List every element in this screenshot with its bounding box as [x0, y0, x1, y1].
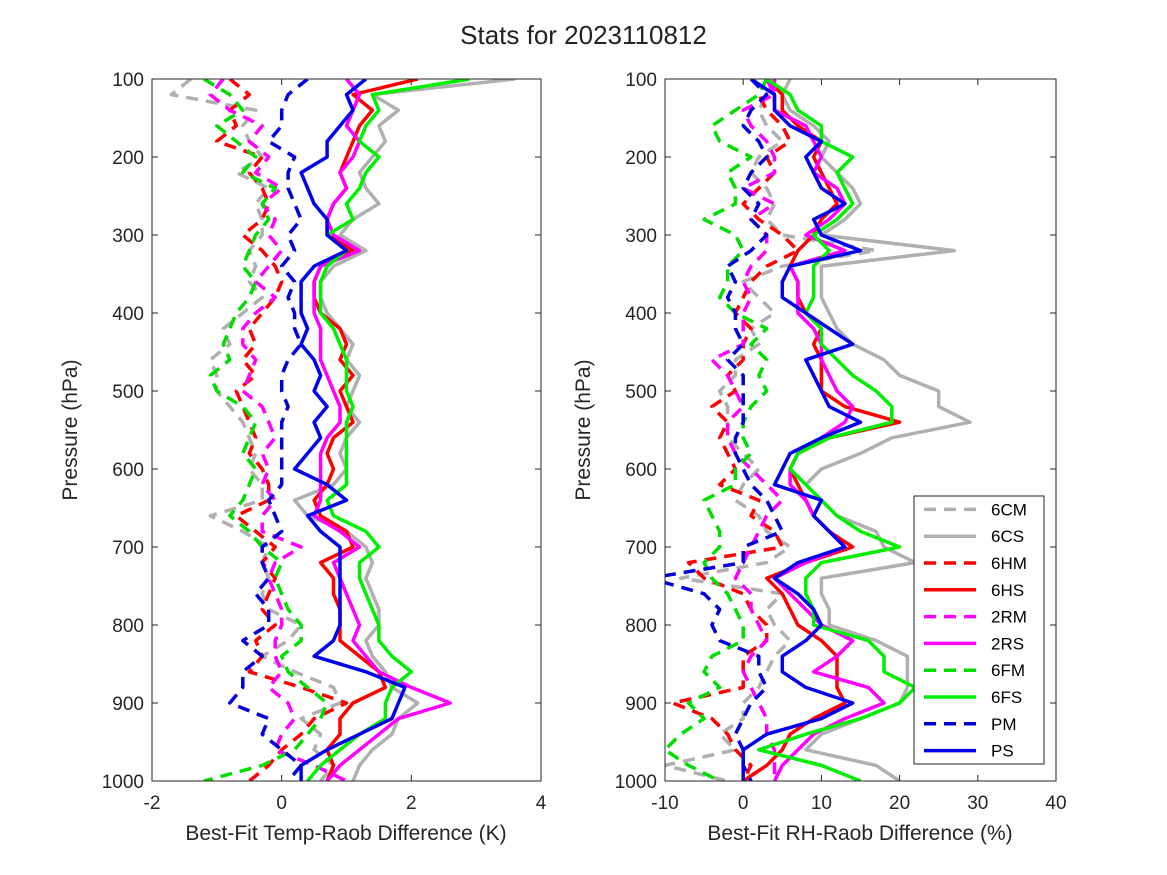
right-y-tick-label: 600: [625, 460, 657, 481]
right-x-tick-label: 20: [889, 793, 910, 814]
left-series-group: [169, 79, 516, 781]
left-series-6fs: [306, 79, 470, 781]
right-y-tick-label: 700: [625, 538, 657, 559]
right-y-axis-label: Pressure (hPa): [572, 359, 595, 500]
right-series-pm: [665, 79, 785, 781]
left-x-tick-label: 2: [406, 793, 417, 814]
legend-label-6fm: 6FM: [991, 661, 1025, 680]
left-y-tick-label: 700: [112, 538, 144, 559]
legend-label-2rm: 2RM: [991, 608, 1027, 627]
left-x-axis-label: Best-Fit Temp-Raob Difference (K): [185, 822, 506, 845]
right-series-ps: [741, 79, 863, 781]
left-y-tick-label: 500: [112, 382, 144, 403]
right-series-6fs: [757, 79, 917, 781]
right-series-2rm: [710, 79, 785, 781]
left-series-6fm: [202, 79, 329, 781]
rh-difference-chart: Pressure (hPa) Best-Fit RH-Raob Differen…: [572, 70, 1067, 845]
legend-label-6fs: 6FS: [991, 688, 1022, 707]
left-y-tick-label: 900: [112, 694, 144, 715]
left-series-2rm: [208, 79, 348, 781]
page-title: Stats for 2023110812: [460, 20, 707, 50]
left-y-tick-label: 200: [112, 148, 144, 169]
right-x-tick-label: -10: [651, 793, 678, 814]
left-y-tick-label: 400: [112, 304, 144, 325]
legend-label-pm: PM: [991, 715, 1017, 734]
right-x-tick-label: 30: [967, 793, 988, 814]
right-y-tick-label: 1000: [615, 772, 657, 793]
left-y-tick-label: 300: [112, 226, 144, 247]
legend-label-6hm: 6HM: [991, 554, 1027, 573]
legend-label-6cm: 6CM: [991, 500, 1027, 519]
left-y-tick-label: 100: [112, 70, 144, 91]
right-y-tick-label: 400: [625, 304, 657, 325]
left-y-tick-label: 1000: [102, 772, 144, 793]
legend-label-ps: PS: [991, 742, 1014, 761]
temp-difference-chart: Pressure (hPa) Best-Fit Temp-Raob Differ…: [59, 70, 547, 845]
right-series-2rs: [765, 79, 886, 781]
left-x-tick-label: -2: [144, 793, 161, 814]
left-series-pm: [228, 79, 309, 781]
legend-label-2rs: 2RS: [991, 634, 1024, 653]
right-y-tick-label: 300: [625, 226, 657, 247]
legend: 6CM 6CS 6HM 6HS 2RM 2RS 6FM 6FS PM PS: [913, 495, 1045, 765]
left-series-6cm: [169, 79, 342, 781]
right-y-tick-label: 100: [625, 70, 657, 91]
left-series-6cs: [292, 79, 516, 781]
right-x-tick-label: 40: [1045, 793, 1066, 814]
left-x-tick-label: 0: [276, 793, 287, 814]
legend-label-6hs: 6HS: [991, 581, 1024, 600]
left-y-tick-label: 600: [112, 460, 144, 481]
right-x-tick-label: 10: [811, 793, 832, 814]
left-series-6hm: [215, 79, 349, 781]
legend-label-6cs: 6CS: [991, 527, 1024, 546]
right-x-tick-label: 0: [738, 793, 749, 814]
right-series-6hm: [671, 79, 800, 781]
left-x-tick-label: 4: [536, 793, 547, 814]
right-x-axis-label: Best-Fit RH-Raob Difference (%): [707, 822, 1012, 845]
left-plot-frame: [151, 78, 542, 782]
right-y-tick-label: 800: [625, 616, 657, 637]
right-series-6cs: [780, 79, 972, 781]
right-series-group: [665, 79, 972, 781]
left-series-2rs: [312, 79, 452, 781]
legend-box: [913, 495, 1045, 765]
right-plot-frame: [664, 78, 1057, 782]
left-y-axis-label: Pressure (hPa): [59, 359, 82, 500]
right-y-tick-label: 200: [625, 148, 657, 169]
left-series-ps: [292, 79, 407, 781]
left-y-tick-label: 800: [112, 616, 144, 637]
right-y-tick-label: 900: [625, 694, 657, 715]
right-y-tick-label: 500: [625, 382, 657, 403]
